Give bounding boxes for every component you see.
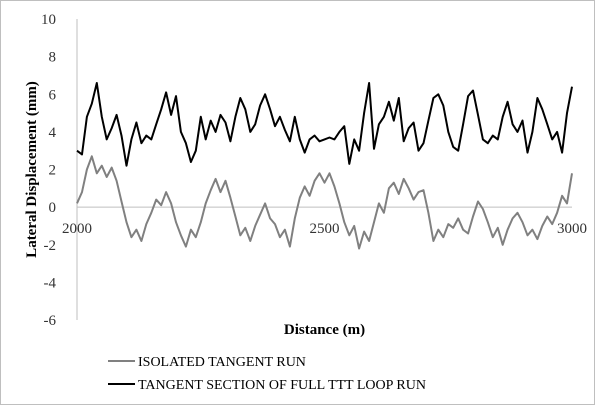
y-tick-label: -6 bbox=[44, 313, 57, 329]
y-tick-label: 6 bbox=[49, 87, 57, 103]
series-line-isolated bbox=[76, 155, 573, 250]
y-axis-ticks: 10 8 6 4 2 0 -2 -4 -6 bbox=[41, 12, 57, 329]
x-tick-label: 2000 bbox=[62, 221, 92, 237]
series-group bbox=[76, 82, 573, 250]
y-tick-label: 8 bbox=[49, 50, 57, 66]
legend: ISOLATED TANGENT RUN TANGENT SECTION OF … bbox=[108, 355, 426, 393]
series-line-full-loop bbox=[76, 82, 573, 167]
y-tick-label: 0 bbox=[49, 200, 57, 216]
legend-label-isolated: ISOLATED TANGENT RUN bbox=[138, 355, 306, 370]
y-axis-title: Lateral Displacement (mm) bbox=[24, 81, 40, 258]
x-axis-ticks: 2000 2500 3000 bbox=[62, 221, 587, 237]
y-tick-label: 2 bbox=[49, 163, 57, 179]
x-tick-label: 2500 bbox=[310, 221, 340, 237]
y-tick-label: -4 bbox=[44, 275, 57, 291]
x-tick-label: 3000 bbox=[557, 221, 587, 237]
y-tick-label: -2 bbox=[44, 238, 57, 254]
y-tick-label: 10 bbox=[41, 12, 56, 28]
legend-label-full-loop: TANGENT SECTION OF FULL TTT LOOP RUN bbox=[138, 378, 426, 393]
y-tick-label: 4 bbox=[49, 125, 57, 141]
x-axis-title: Distance (m) bbox=[284, 322, 365, 338]
